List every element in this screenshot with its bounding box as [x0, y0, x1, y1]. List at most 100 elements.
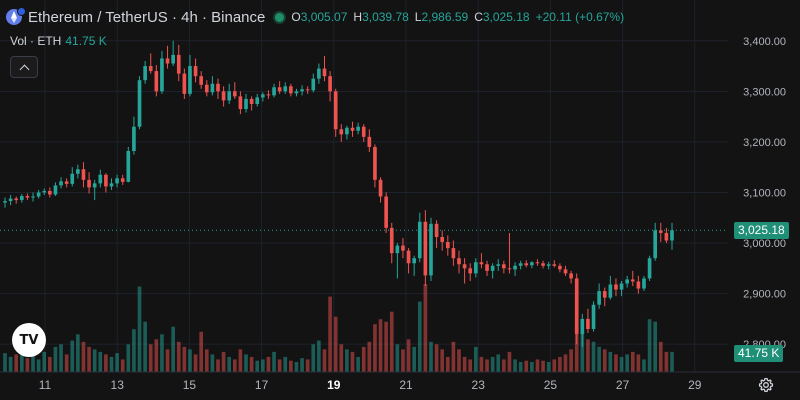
candle-body: [238, 96, 243, 110]
volume-bar: [440, 349, 445, 372]
volume-bar: [664, 351, 669, 372]
y-tick-label: 3,200.00: [743, 137, 786, 149]
volume-bar: [249, 356, 254, 372]
candle-body: [395, 245, 400, 254]
candle-body: [502, 264, 506, 269]
chart-header: Ethereum / TetherUS · 4h · Binance O3,00…: [6, 7, 624, 26]
candle-body: [636, 281, 641, 289]
candle-body: [569, 273, 573, 279]
volume-bar: [53, 346, 58, 372]
volume-bar: [586, 339, 590, 372]
volume-bar: [42, 351, 47, 372]
volume-bar: [412, 346, 416, 372]
candle-body: [3, 201, 7, 203]
volume-bar: [3, 353, 7, 372]
volume-bar: [92, 349, 97, 372]
candle-body: [277, 87, 282, 92]
volume-bar: [59, 344, 63, 372]
volume-bar: [451, 341, 456, 372]
candle-body: [647, 258, 652, 279]
candle-body: [154, 71, 159, 92]
volume-bar: [19, 349, 24, 372]
candle-body: [361, 126, 366, 137]
y-tick-label: 3,400.00: [743, 36, 786, 48]
volume-bar: [541, 360, 545, 372]
volume-bar: [502, 359, 506, 372]
x-tick-label: 23: [472, 378, 486, 392]
candle-body: [546, 264, 551, 266]
volume-bar: [395, 344, 400, 372]
volume-bar: [87, 346, 91, 372]
volume-label: Vol · ETH: [10, 34, 62, 48]
volume-bar: [289, 360, 293, 372]
volume-bar: [193, 354, 198, 372]
candle-body: [137, 80, 142, 127]
chart-grid: [0, 0, 728, 372]
candle-body: [625, 279, 629, 284]
candle-body: [87, 179, 91, 188]
y-tick-label: 3,000.00: [743, 238, 786, 250]
last-price-label: 3,025.18: [734, 221, 789, 239]
candle-body: [513, 265, 517, 270]
candle-body: [658, 230, 663, 233]
candle-body: [328, 76, 332, 92]
candle-body: [19, 196, 24, 201]
candle-body: [221, 91, 226, 101]
candle-body: [132, 126, 136, 152]
volume-bar: [176, 341, 181, 372]
volume-bar: [120, 359, 125, 372]
candle-body: [333, 91, 338, 130]
symbol-title[interactable]: Ethereum / TetherUS · 4h · Binance: [28, 8, 266, 26]
candle-body: [457, 258, 461, 265]
x-tick-label: 13: [111, 378, 125, 392]
candle-body: [412, 258, 416, 264]
volume-bar: [171, 326, 175, 372]
candle-body: [109, 183, 114, 187]
volume-bar: [165, 349, 170, 372]
candle-body: [255, 97, 260, 104]
candle-body: [92, 183, 97, 188]
candle-body: [148, 66, 153, 72]
candle-body: [367, 136, 372, 147]
volume-bar: [389, 311, 394, 372]
volume-bar: [518, 361, 523, 372]
candle-body: [204, 84, 209, 93]
candle-body: [558, 265, 562, 270]
volume-bar: [238, 349, 243, 372]
volume-bar: [8, 356, 13, 372]
volume-bar: [530, 361, 534, 372]
candle-body: [406, 250, 411, 264]
volume-bar: [305, 359, 310, 372]
volume-bar: [384, 321, 388, 372]
volume-bar: [36, 359, 41, 372]
volume-bar: [457, 349, 461, 372]
candle-body: [339, 129, 344, 135]
candle-body: [300, 89, 304, 92]
gear-icon[interactable]: [758, 377, 774, 393]
candle-body: [182, 73, 187, 94]
tradingview-logo[interactable]: TV: [12, 323, 46, 357]
volume-bar: [25, 358, 30, 372]
candle-body: [614, 284, 618, 290]
x-tick-label: 17: [255, 378, 269, 392]
volume-bar: [558, 356, 562, 372]
high-value: 3,039.78: [362, 10, 409, 24]
volume-bar: [143, 321, 147, 372]
candle-body: [602, 291, 607, 298]
volume-bar: [115, 353, 119, 372]
volume-bar: [109, 356, 114, 372]
candle-body: [485, 264, 489, 271]
candle-body: [530, 262, 534, 266]
volume-bar: [647, 319, 652, 372]
volume-bar: [591, 341, 596, 372]
candle-body: [429, 223, 433, 276]
collapse-legend-button[interactable]: [10, 56, 38, 78]
volume-bar: [272, 351, 276, 372]
candle-body: [389, 227, 394, 254]
candle-body: [76, 169, 80, 174]
candle-body: [104, 174, 108, 187]
volume-bar: [266, 356, 271, 372]
candle-body: [518, 263, 523, 266]
volume-bar: [76, 334, 80, 372]
